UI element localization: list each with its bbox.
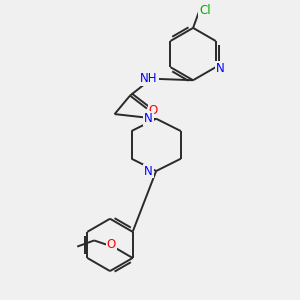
Text: O: O <box>106 238 116 250</box>
Text: N: N <box>144 164 153 178</box>
Text: N: N <box>216 62 225 75</box>
Text: Cl: Cl <box>199 4 211 17</box>
Text: NH: NH <box>140 72 158 85</box>
Text: N: N <box>144 112 153 125</box>
Text: O: O <box>148 103 158 117</box>
